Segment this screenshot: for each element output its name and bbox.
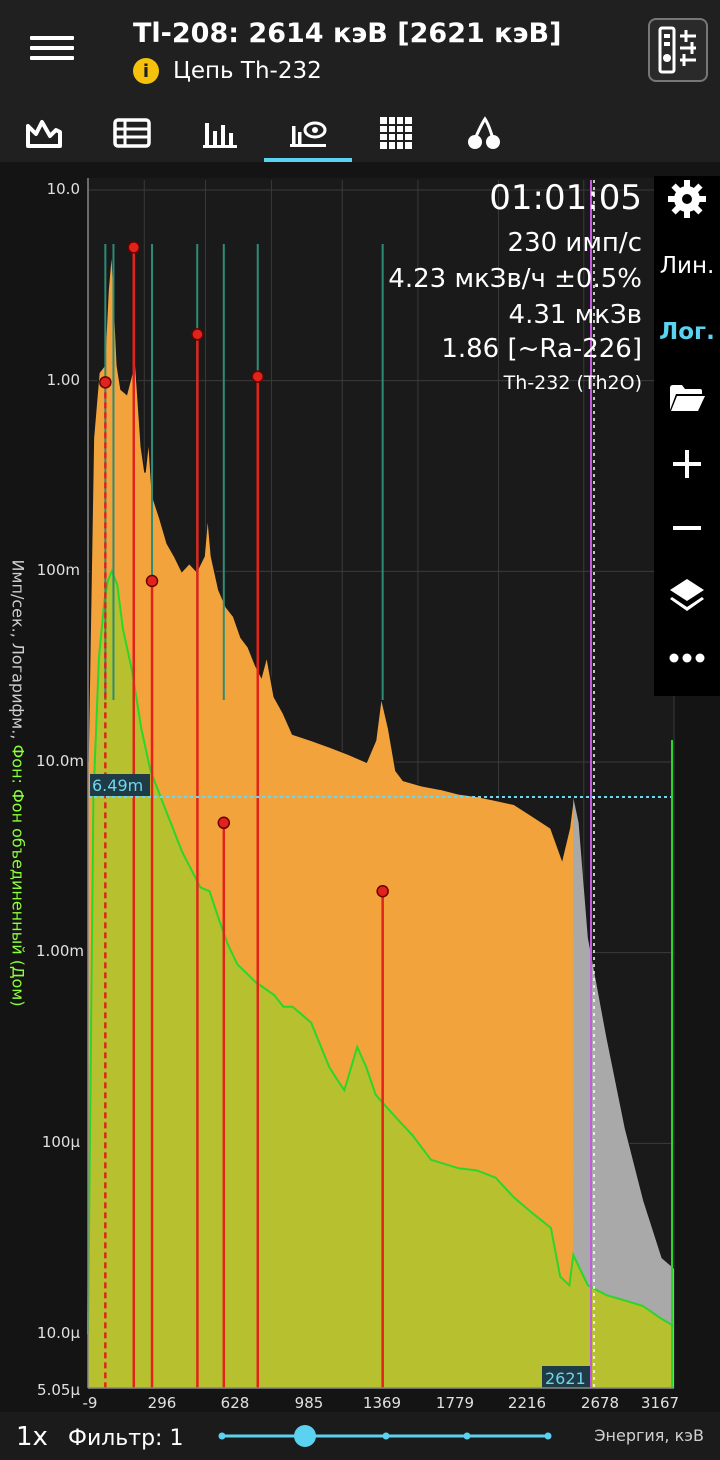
x-axis-label: Энергия, кэВ [594,1426,704,1445]
isotope-marker-point[interactable] [99,376,112,389]
cursor-level-label: 6.49m [92,776,143,795]
tab-table[interactable] [88,104,176,162]
background-spectrum-line [87,568,675,1335]
bottom-bar: 1x Фильтр: 1 Энергия, кэВ [0,1412,720,1460]
more-dots-icon [669,653,705,663]
accumulated-dose: 4.31 мкЗв [508,300,642,330]
cursor-energy-label: 2621 [545,1369,586,1388]
x-tick-label: 985 [294,1394,324,1412]
folder-open-icon [670,385,705,411]
tools-button[interactable] [648,18,708,82]
filter-slider[interactable] [216,1418,556,1454]
hamburger-menu-icon[interactable] [30,30,74,74]
isotope-marker-point[interactable] [145,574,159,588]
isotope-marker-point[interactable] [376,884,389,898]
isotope-search-icon [290,121,327,147]
x-tick-label: 2678 [580,1394,620,1412]
isotope-marker-point[interactable] [251,370,264,383]
zoom-out-button[interactable] [654,506,720,550]
top-app-bar: Tl-208: 2614 кэВ [2621 кэВ] i Цепь Th-23… [0,0,720,104]
zoom-level[interactable]: 1x [16,1422,48,1452]
table-icon [113,118,151,148]
count-rate: 230 имп/с [507,228,642,258]
layers-icon [670,579,704,611]
zoom-in-button[interactable] [654,442,720,486]
y-tick-label: 1.00m [36,942,85,960]
open-folder-button[interactable] [654,376,720,420]
x-tick-label: 628 [220,1394,250,1412]
y-tick-label: 10.0 [46,180,80,198]
chain-label: Цепь Th-232 [173,58,322,84]
y-tick-label: 10.0m [36,752,85,770]
y-tick-label: 10.0μ [37,1324,80,1342]
spectrum-icon [26,120,62,148]
isotope-marker-point[interactable] [127,241,141,254]
cursor-energy-badge [542,1366,590,1388]
x-tick-label: 1369 [362,1394,402,1412]
cursor-level-badge [90,774,150,796]
minus-icon [673,526,701,530]
linear-scale-button[interactable]: Лин. [659,253,715,279]
cherry-icon [468,116,500,149]
grid-icon [380,117,412,149]
bar-chart-icon [203,123,237,148]
x-tick-label: 1779 [435,1394,475,1412]
chart-side-panel: Лин. Лог. [654,176,720,696]
source-name: Th-232 (Th2O) [503,372,642,394]
high-energy-region [573,797,674,1388]
y-tick-label: 100m [36,561,80,579]
x-tick-label: 3167 [640,1394,680,1412]
y-tick-label: 1.00 [46,371,80,389]
settings-button[interactable] [654,176,720,222]
elapsed-time: 01:01:05 [489,178,642,218]
gear-icon [668,180,706,218]
y-tick-label: 100μ [41,1133,80,1151]
x-tick-label: 296 [147,1394,177,1412]
dose-rate: 4.23 мкЗв/ч ±0.5% [388,264,642,294]
x-tick-label: 2216 [507,1394,547,1412]
info-icon[interactable]: i [133,58,159,84]
isotope-marker-point[interactable] [217,816,231,830]
plus-icon [673,450,701,478]
tools-icon [658,26,696,74]
tab-grid[interactable] [352,104,440,162]
tab-cherry[interactable] [440,104,528,162]
tab-histogram[interactable] [176,104,264,162]
filter-slider-thumb[interactable] [294,1425,316,1447]
x-tick-label: -9 [82,1394,98,1412]
layers-button[interactable] [654,572,720,618]
isotope-subtitle[interactable]: i Цепь Th-232 [133,58,322,84]
isotope-ratio: 1.86 [~Ra-226] [441,334,642,364]
y-tick-label: 5.05μ [37,1381,80,1399]
more-button[interactable] [654,640,720,676]
log-scale-button[interactable]: Лог. [659,319,715,345]
background-spectrum-area [88,571,674,1388]
isotope-title: Tl-208: 2614 кэВ [2621 кэВ] [133,18,562,49]
filter-label: Фильтр: 1 [68,1426,184,1451]
tab-bar [0,104,720,162]
tab-isotope[interactable] [264,104,352,162]
isotope-marker-point[interactable] [191,328,204,341]
tab-spectrum[interactable] [0,104,88,162]
